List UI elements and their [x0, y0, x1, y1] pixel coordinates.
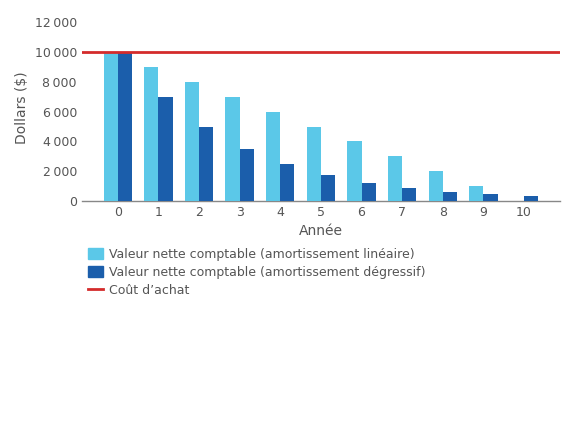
- X-axis label: Année: Année: [299, 224, 343, 238]
- Bar: [104, 52, 118, 201]
- Bar: [280, 164, 294, 201]
- Bar: [158, 97, 172, 201]
- Bar: [347, 141, 362, 201]
- Bar: [524, 196, 538, 201]
- Legend: Valeur nette comptable (amortissement linéaire), Valeur nette comptable (amortis: Valeur nette comptable (amortissement li…: [88, 248, 426, 297]
- Bar: [428, 171, 443, 201]
- Bar: [484, 194, 497, 201]
- Bar: [362, 183, 375, 201]
- Bar: [240, 149, 254, 201]
- Bar: [185, 82, 199, 201]
- Bar: [388, 156, 402, 201]
- Bar: [306, 126, 321, 201]
- Bar: [225, 97, 240, 201]
- Bar: [118, 52, 132, 201]
- Bar: [321, 175, 335, 201]
- Bar: [266, 112, 280, 201]
- Bar: [469, 186, 484, 201]
- Bar: [199, 126, 213, 201]
- Y-axis label: Dollars ($): Dollars ($): [15, 72, 29, 144]
- Bar: [402, 188, 416, 201]
- Bar: [144, 67, 158, 201]
- Bar: [443, 192, 457, 201]
